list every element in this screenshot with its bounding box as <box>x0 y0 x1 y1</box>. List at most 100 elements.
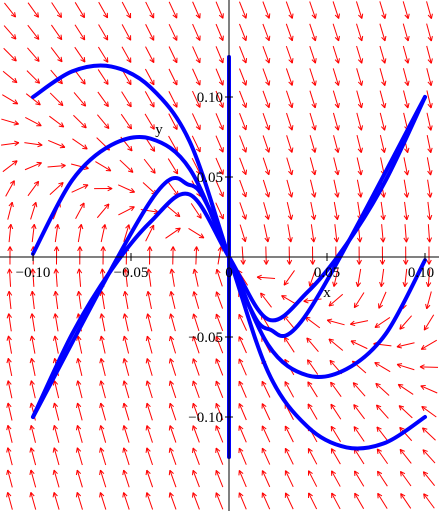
field-arrow <box>7 492 13 510</box>
field-arrow-head <box>377 492 383 497</box>
field-arrow-head <box>58 103 64 107</box>
field-arrow <box>285 45 293 64</box>
field-arrow <box>74 2 85 18</box>
field-arrow-head <box>283 337 286 343</box>
field-arrow <box>284 470 294 488</box>
field-arrow-head <box>403 193 408 198</box>
field-arrow <box>262 157 270 175</box>
field-arrow <box>261 403 271 421</box>
field-arrow <box>283 315 296 330</box>
field-arrow <box>169 358 177 376</box>
field-arrow-head <box>288 126 293 131</box>
field-arrow <box>374 317 391 328</box>
field-arrow <box>334 224 338 243</box>
field-arrow-head <box>399 324 402 330</box>
field-arrow <box>169 380 177 399</box>
field-arrow <box>353 292 365 308</box>
field-arrow-head <box>245 191 247 198</box>
field-arrow <box>353 448 365 465</box>
field-arrow-head <box>145 313 149 319</box>
field-arrow-head <box>215 380 221 385</box>
field-arrow-head <box>149 59 155 64</box>
field-arrow <box>170 268 175 287</box>
field-arrow <box>353 426 365 442</box>
field-arrow-head <box>419 366 425 370</box>
field-arrow-head <box>314 125 317 131</box>
field-arrow <box>215 470 224 488</box>
field-arrow <box>31 224 35 243</box>
field-arrow <box>284 425 294 443</box>
field-arrow-head <box>384 102 387 109</box>
field-arrow-head <box>405 237 409 243</box>
field-arrow <box>331 470 341 487</box>
field-arrow <box>350 320 369 325</box>
field-arrow-head <box>150 170 156 174</box>
field-arrow <box>332 112 339 131</box>
field-arrow-head <box>77 358 82 363</box>
field-arrow-head <box>327 318 333 321</box>
field-arrow <box>30 358 36 377</box>
field-arrow-head <box>101 224 106 229</box>
field-arrow-head <box>215 447 221 452</box>
x-tick-label: 0.10 <box>408 265 434 281</box>
field-arrow-head <box>122 492 125 498</box>
field-arrow-head <box>195 148 201 153</box>
field-arrow-head <box>99 380 102 386</box>
field-arrow-head <box>168 358 171 364</box>
field-arrow-head <box>169 402 174 408</box>
field-arrow-head <box>29 335 33 341</box>
field-arrow-head <box>122 425 125 431</box>
field-arrow-head <box>384 13 387 19</box>
field-arrow-head <box>218 193 224 198</box>
field-arrow-head <box>215 402 221 408</box>
field-arrow-head <box>30 380 35 385</box>
field-arrow-head <box>406 214 410 220</box>
field-arrow <box>26 70 40 84</box>
field-arrow-head <box>352 382 355 388</box>
field-arrow-head <box>376 426 379 432</box>
field-arrow-head <box>356 237 361 243</box>
field-arrow <box>215 336 224 354</box>
field-arrow-head <box>145 358 148 364</box>
field-arrow <box>263 202 269 220</box>
field-arrow-head <box>330 404 332 410</box>
field-arrow-head <box>311 36 316 42</box>
field-arrow-head <box>172 246 176 252</box>
field-arrow-head <box>216 291 221 296</box>
field-arrow <box>328 338 344 351</box>
field-arrow-head <box>193 313 198 318</box>
field-arrow-head <box>14 34 17 40</box>
field-arrow <box>286 179 293 198</box>
field-arrow-head <box>240 259 244 265</box>
field-arrow <box>261 470 271 488</box>
field-arrow-head <box>57 36 62 41</box>
field-arrow-head <box>52 358 56 364</box>
field-arrow <box>327 319 345 326</box>
field-arrow <box>332 45 340 64</box>
field-arrow <box>7 380 13 399</box>
field-arrow <box>97 69 109 85</box>
field-arrow-head <box>37 162 42 167</box>
field-arrow <box>74 69 86 85</box>
field-arrow-head <box>423 493 429 497</box>
field-arrow <box>354 470 365 487</box>
field-arrow-head <box>126 81 132 86</box>
field-arrow-head <box>170 246 174 252</box>
field-arrow <box>403 157 408 176</box>
field-arrow <box>286 157 293 175</box>
field-arrow-head <box>29 402 32 408</box>
field-arrow-head <box>9 268 13 274</box>
field-arrow-head <box>195 126 201 131</box>
field-arrow <box>49 92 64 106</box>
field-arrow-head <box>313 214 317 220</box>
field-arrow-head <box>288 14 293 19</box>
field-arrow <box>99 492 107 510</box>
field-arrow-head <box>314 147 317 153</box>
field-arrow-head <box>313 237 316 243</box>
field-arrow-head <box>267 237 270 243</box>
field-arrow <box>332 68 340 86</box>
field-arrow <box>423 493 435 509</box>
field-arrow <box>261 447 271 465</box>
field-arrow <box>375 383 390 396</box>
